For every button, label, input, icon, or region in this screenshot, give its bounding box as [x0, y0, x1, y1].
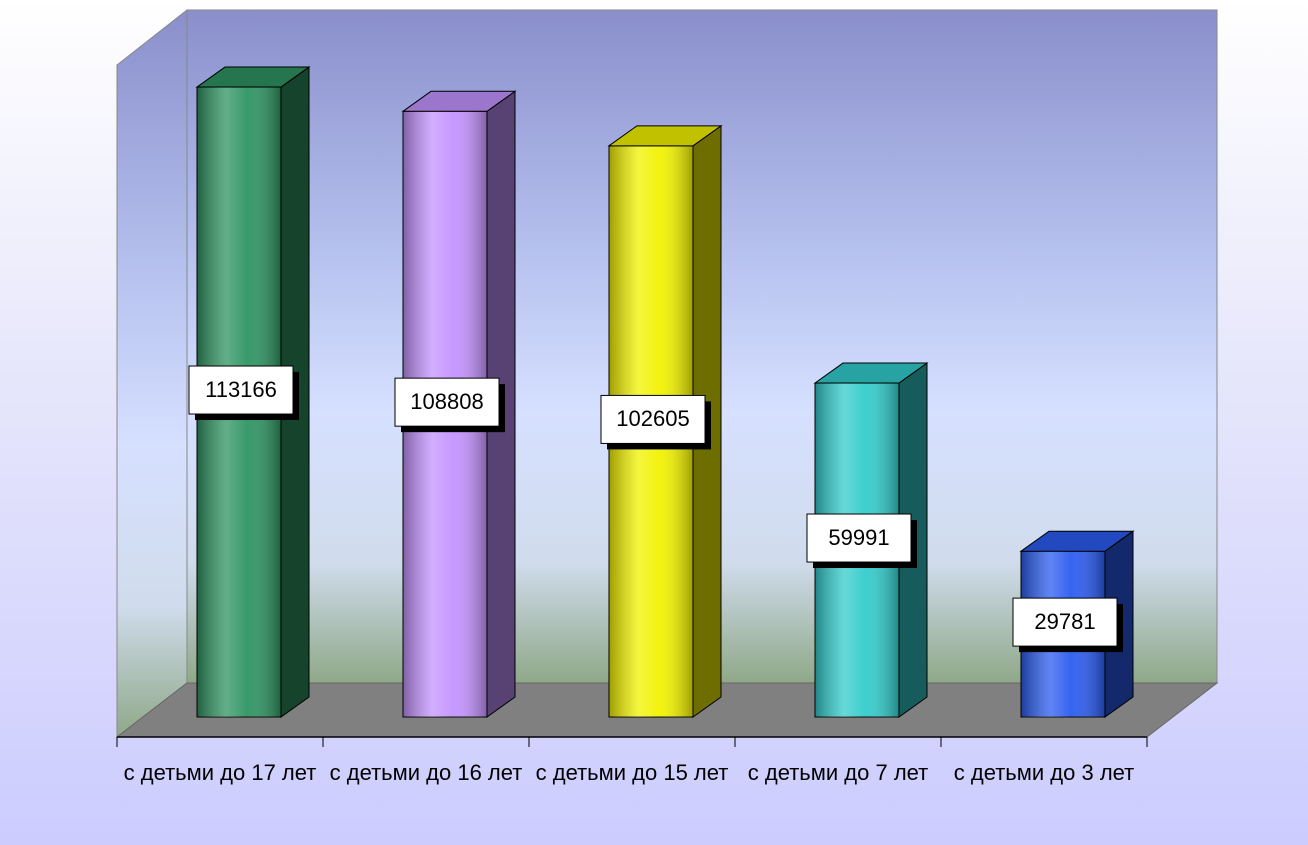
bar-top: [1019, 530, 1135, 552]
x-axis: [116, 736, 1148, 747]
bar-top: [813, 362, 929, 384]
x-tick-label: с детьми до 15 лет: [535, 760, 729, 785]
x-tick-label: с детьми до 17 лет: [123, 760, 317, 785]
bar-top: [195, 66, 311, 88]
label-box: [1012, 597, 1118, 647]
bar-top: [401, 90, 517, 112]
data-label: 102605: [616, 406, 689, 431]
x-tick-label: с детьми до 7 лет: [747, 760, 929, 785]
label-box: [394, 377, 500, 427]
label-box: [600, 394, 706, 444]
data-label: 29781: [1034, 609, 1095, 634]
bar-top: [607, 125, 723, 147]
side-wall: [116, 8, 188, 739]
label-box: [806, 513, 912, 563]
data-label: 113166: [205, 377, 277, 402]
bar-top-shade: [197, 67, 309, 88]
data-label: 108808: [410, 389, 483, 414]
bar-top-shade: [1021, 531, 1133, 552]
label-box: [188, 365, 294, 415]
bar-top-shade: [403, 91, 515, 112]
bar-top-shade: [815, 363, 927, 384]
x-tick-label: с детьми до 16 лет: [329, 760, 523, 785]
x-tick-label: с детьми до 3 лет: [953, 760, 1135, 785]
data-label: 59991: [828, 525, 889, 550]
bar-top-shade: [609, 125, 721, 146]
